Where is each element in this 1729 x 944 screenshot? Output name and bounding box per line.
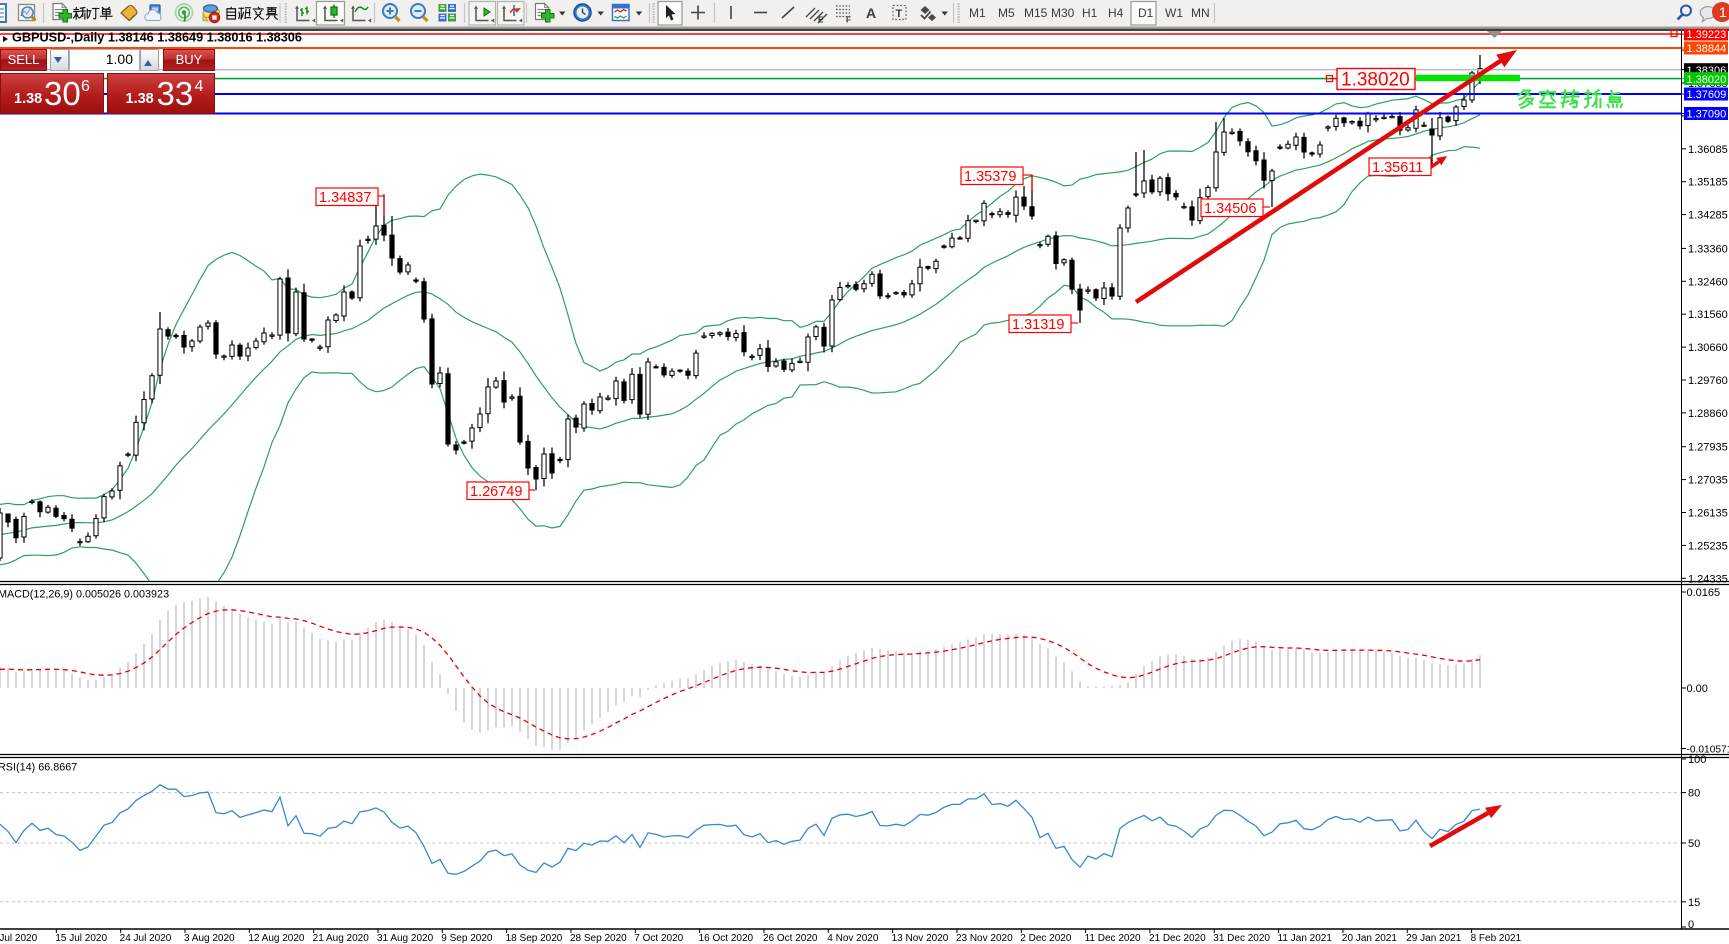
svg-text:1.30660: 1.30660 [1688, 342, 1728, 354]
svg-text:21 Dec 2020: 21 Dec 2020 [1149, 933, 1206, 944]
svg-text:1: 1 [1719, 4, 1727, 20]
svg-text:1.28860: 1.28860 [1688, 408, 1728, 420]
svg-text:1.34285: 1.34285 [1688, 210, 1728, 222]
svg-text:1.26135: 1.26135 [1688, 508, 1728, 520]
svg-text:RSI(14) 66.8667: RSI(14) 66.8667 [0, 762, 77, 774]
svg-text:1.27035: 1.27035 [1688, 475, 1728, 487]
svg-text:-0.010571: -0.010571 [1687, 745, 1729, 756]
svg-text:MACD(12,26,9) 0.005026 0.00392: MACD(12,26,9) 0.005026 0.003923 [0, 589, 169, 601]
svg-text:28 Sep 2020: 28 Sep 2020 [570, 933, 627, 944]
svg-text:MN: MN [1191, 6, 1210, 20]
svg-text:GBPUSD-,Daily 1.38146 1.38649: GBPUSD-,Daily 1.38146 1.38649 1.38016 1.… [12, 31, 302, 45]
svg-text:1.26749: 1.26749 [470, 484, 522, 500]
svg-text:1.35611: 1.35611 [1372, 160, 1423, 176]
svg-text:21 Aug 2020: 21 Aug 2020 [313, 933, 370, 944]
svg-text:18 Sep 2020: 18 Sep 2020 [506, 933, 563, 944]
svg-text:0: 0 [1688, 919, 1694, 931]
svg-text:H4: H4 [1108, 6, 1124, 20]
svg-text:1.38844: 1.38844 [1687, 43, 1727, 55]
svg-text:M15: M15 [1024, 6, 1048, 20]
svg-text:1.37090: 1.37090 [1687, 109, 1727, 121]
svg-text:W1: W1 [1165, 6, 1183, 20]
svg-text:1.38020: 1.38020 [1341, 70, 1410, 91]
svg-text:M5: M5 [998, 6, 1015, 20]
svg-text:100: 100 [1688, 754, 1706, 766]
svg-text:T: T [896, 8, 903, 20]
svg-text:1.37609: 1.37609 [1687, 89, 1727, 101]
svg-text:80: 80 [1688, 788, 1700, 800]
svg-text:M1: M1 [969, 6, 986, 20]
svg-text:1.38020: 1.38020 [1687, 74, 1727, 86]
svg-text:11 Dec 2020: 11 Dec 2020 [1085, 933, 1141, 944]
svg-text:13 Nov 2020: 13 Nov 2020 [892, 933, 949, 944]
svg-text:8 Feb 2021: 8 Feb 2021 [1471, 933, 1522, 944]
svg-text:2 Dec 2020: 2 Dec 2020 [1020, 933, 1072, 944]
svg-text:9 Sep 2020: 9 Sep 2020 [441, 933, 493, 944]
svg-text:D1: D1 [1138, 6, 1154, 20]
svg-text:50: 50 [1688, 838, 1700, 850]
svg-text:6 Jul 2020: 6 Jul 2020 [0, 933, 38, 944]
svg-text:A: A [866, 5, 876, 21]
svg-text:31 Aug 2020: 31 Aug 2020 [377, 933, 434, 944]
svg-text:1.34837: 1.34837 [319, 190, 371, 206]
svg-text:24 Jul 2020: 24 Jul 2020 [120, 933, 172, 944]
svg-text:3 Aug 2020: 3 Aug 2020 [184, 933, 235, 944]
svg-text:0.0165: 0.0165 [1687, 587, 1721, 599]
svg-text:H1: H1 [1082, 6, 1098, 20]
svg-text:15 Jul 2020: 15 Jul 2020 [55, 933, 107, 944]
svg-text:1.29760: 1.29760 [1688, 375, 1728, 387]
svg-text:1.27935: 1.27935 [1688, 442, 1728, 454]
svg-text:23 Nov 2020: 23 Nov 2020 [956, 933, 1013, 944]
svg-text:11 Jan 2021: 11 Jan 2021 [1278, 933, 1333, 944]
svg-text:4 Nov 2020: 4 Nov 2020 [827, 933, 879, 944]
svg-text:12 Aug 2020: 12 Aug 2020 [248, 933, 305, 944]
svg-text:1.25235: 1.25235 [1688, 540, 1728, 552]
svg-text:1.34506: 1.34506 [1204, 201, 1256, 217]
svg-text:7 Oct 2020: 7 Oct 2020 [634, 933, 683, 944]
svg-text:M30: M30 [1051, 6, 1075, 20]
svg-text:15: 15 [1688, 897, 1700, 909]
svg-text:1.31560: 1.31560 [1688, 309, 1728, 321]
svg-text:26 Oct 2020: 26 Oct 2020 [763, 933, 818, 944]
svg-text:1.39223: 1.39223 [1687, 29, 1727, 41]
svg-text:1.24335: 1.24335 [1688, 573, 1728, 585]
svg-text:1.32460: 1.32460 [1688, 276, 1728, 288]
svg-text:1.36085: 1.36085 [1688, 144, 1728, 156]
svg-text:F: F [846, 16, 851, 25]
svg-text:E: E [818, 16, 824, 25]
svg-text:0.00: 0.00 [1687, 683, 1708, 695]
svg-text:1.31319: 1.31319 [1012, 317, 1064, 333]
svg-text:16 Oct 2020: 16 Oct 2020 [699, 933, 754, 944]
svg-text:20 Jan 2021: 20 Jan 2021 [1342, 933, 1397, 944]
svg-text:1.35185: 1.35185 [1688, 177, 1728, 189]
svg-text:1.35379: 1.35379 [964, 169, 1016, 185]
svg-text:29 Jan 2021: 29 Jan 2021 [1406, 933, 1461, 944]
svg-text:1.33360: 1.33360 [1688, 243, 1728, 255]
svg-text:31 Dec 2020: 31 Dec 2020 [1213, 933, 1270, 944]
